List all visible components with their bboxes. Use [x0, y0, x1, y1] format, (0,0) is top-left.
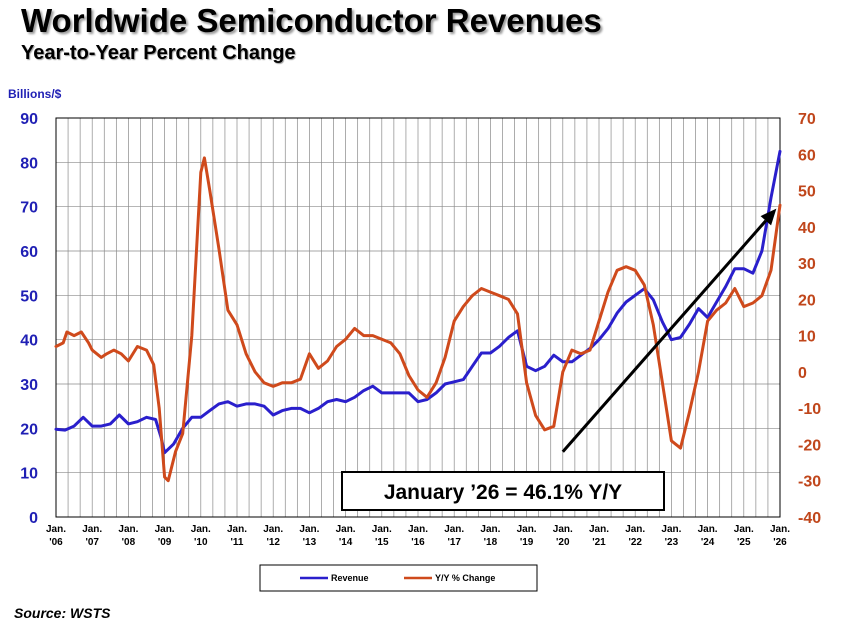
x-tick-label-year: '20	[556, 537, 570, 548]
axes: 0 10 20 30 40 50 60 70 80 90 -40 -30 -20 -10 0 10 20 30 40…	[20, 111, 821, 548]
x-tick-label-year: '23	[665, 537, 679, 548]
x-tick-label-year: '11	[231, 537, 244, 548]
x-tick-label-month: Jan.	[299, 524, 319, 535]
x-tick-label-year: '13	[303, 537, 317, 548]
x-tick-label-month: Jan.	[408, 524, 428, 535]
chart-subtitle: Year-to-Year Percent Change	[21, 42, 296, 64]
x-tick-label-month: Jan.	[553, 524, 573, 535]
y-right-tick-label: 60	[798, 147, 816, 164]
y-right-tick-label: 30	[798, 256, 816, 273]
x-tick-label-year: '21	[592, 537, 606, 548]
y-left-tick-label: 50	[20, 288, 38, 305]
series-line-revenue	[54, 149, 782, 455]
x-tick-label-year: '12	[266, 537, 280, 548]
y-right-tick-label: -10	[798, 401, 821, 418]
x-tick-label-month: Jan.	[517, 524, 537, 535]
y-left-tick-label: 80	[20, 155, 38, 172]
x-tick-label-month: Jan.	[625, 524, 645, 535]
y-right-tick-label: 40	[798, 220, 816, 237]
legend-label-yoy: Y/Y % Change	[435, 573, 495, 583]
x-tick-label-month: Jan.	[444, 524, 464, 535]
y-right-tick-label: 0	[798, 365, 807, 382]
y-right-tick-label: 10	[798, 329, 816, 346]
trend-arrow	[561, 208, 777, 453]
y-left-tick-label: 60	[20, 244, 38, 261]
x-tick-label-month: Jan.	[82, 524, 102, 535]
x-tick-label-month: Jan.	[46, 524, 66, 535]
x-tick-label-month: Jan.	[661, 524, 681, 535]
x-tick-label-month: Jan.	[118, 524, 138, 535]
y-left-tick-label: 20	[20, 421, 38, 438]
y-right-tick-label: 20	[798, 292, 816, 309]
x-tick-label-month: Jan.	[336, 524, 356, 535]
legend-label-revenue: Revenue	[331, 573, 369, 583]
x-tick-label-year: '18	[484, 537, 498, 548]
x-tick-label-month: Jan.	[734, 524, 754, 535]
series-group	[54, 149, 782, 483]
trend-arrow-head	[760, 208, 777, 226]
x-tick-label-year: '09	[158, 537, 172, 548]
x-tick-label-month: Jan.	[263, 524, 283, 535]
x-tick-label-month: Jan.	[698, 524, 718, 535]
y-left-tick-label: 70	[20, 200, 38, 217]
chart-title: Worldwide Semiconductor Revenues	[21, 2, 602, 39]
source-note: Source: WSTS	[14, 605, 111, 621]
y-left-tick-label: 10	[20, 466, 38, 483]
y-right-tick-label: -40	[798, 510, 821, 527]
x-tick-label-year: '14	[339, 537, 353, 548]
trend-arrow-shaft	[561, 219, 767, 453]
y-left-tick-label: 0	[29, 510, 38, 527]
y-right-tick-label: -20	[798, 437, 821, 454]
plot-frame	[55, 117, 781, 518]
y-left-tick-label: 30	[20, 377, 38, 394]
y-right-tick-label: 70	[798, 111, 816, 128]
series-line-yoy	[54, 156, 782, 483]
x-tick-label-month: Jan.	[480, 524, 500, 535]
x-tick-label-month: Jan.	[155, 524, 175, 535]
x-tick-label-year: '16	[411, 537, 425, 548]
x-tick-label-year: '19	[520, 537, 534, 548]
y-left-tick-label: 90	[20, 111, 38, 128]
x-tick-label-month: Jan.	[372, 524, 392, 535]
x-tick-label-month: Jan.	[770, 524, 790, 535]
x-tick-label-year: '25	[737, 537, 751, 548]
x-tick-label-year: '17	[447, 537, 461, 548]
x-tick-label-month: Jan.	[191, 524, 211, 535]
x-tick-label-year: '15	[375, 537, 389, 548]
x-tick-label-month: Jan.	[589, 524, 609, 535]
annotation-box: January ’26 = 46.1% Y/Y	[341, 471, 665, 511]
y-right-tick-label: -30	[798, 474, 821, 491]
annotation-text: January ’26 = 46.1% Y/Y	[384, 481, 622, 504]
y-left-tick-label: 40	[20, 333, 38, 350]
x-tick-label-year: '26	[773, 537, 787, 548]
x-tick-label-year: '07	[85, 537, 99, 548]
y-right-tick-label: 50	[798, 184, 816, 201]
x-tick-label-year: '06	[49, 537, 63, 548]
legend: Revenue Y/Y % Change	[259, 564, 538, 592]
x-tick-label-year: '08	[122, 537, 136, 548]
y-axis-left-label: Billions/$	[8, 87, 62, 101]
x-tick-label-year: '24	[701, 537, 715, 548]
x-tick-label-month: Jan.	[227, 524, 247, 535]
x-tick-label-year: '22	[628, 537, 642, 548]
x-tick-label-year: '10	[194, 537, 208, 548]
grid	[55, 117, 781, 518]
